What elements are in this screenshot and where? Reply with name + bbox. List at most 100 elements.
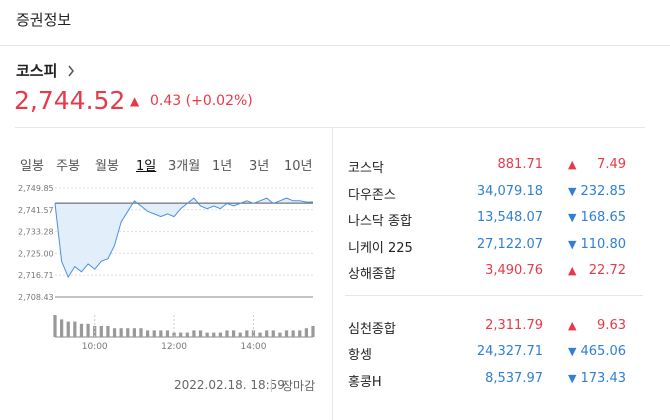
row-change: 22.72: [588, 263, 626, 278]
index-change: 0.43 (+0.02%): [150, 93, 253, 109]
tab[interactable]: 주봉: [56, 159, 80, 174]
volume-bar: [132, 328, 136, 337]
row-price: 8,537.97: [485, 370, 543, 386]
volume-bar: [159, 330, 163, 337]
y-tick-label: 2,741.57: [18, 206, 54, 215]
row-arrow: ▼: [568, 184, 577, 198]
chevron: [68, 65, 74, 77]
volume-bar: [66, 321, 70, 337]
volume-bar: [179, 332, 183, 337]
volume-bar: [265, 330, 269, 337]
row-change: 9.63: [597, 317, 626, 333]
volume-bar: [99, 326, 103, 337]
tab[interactable]: 1일: [136, 159, 157, 174]
row-change: 7.49: [597, 157, 626, 172]
row-arrow: ▲: [568, 158, 577, 171]
row-name[interactable]: 홍콩H: [348, 374, 382, 390]
x-tick-label: 14:00: [240, 342, 266, 352]
volume-bar: [146, 330, 150, 337]
volume-bar: [106, 326, 110, 337]
row-price: 34,079.18: [476, 183, 543, 199]
volume-bar: [192, 330, 196, 337]
volume-bar: [152, 330, 156, 337]
volume-bar: [311, 326, 315, 337]
volume-bar: [185, 332, 189, 337]
row-arrow: ▲: [568, 264, 577, 277]
volume-bar: [284, 330, 289, 337]
tab[interactable]: 3년: [249, 159, 270, 174]
tab[interactable]: 일봉: [20, 159, 44, 174]
index-name[interactable]: 코스피: [16, 62, 58, 80]
row-name[interactable]: 상해종합: [348, 267, 396, 282]
volume-bar: [119, 328, 123, 337]
row-arrow: ▼: [568, 345, 577, 358]
volume-bar: [53, 315, 57, 337]
volume-bar: [60, 319, 64, 337]
volume-bar: [271, 330, 275, 337]
row-name[interactable]: 다우존스: [348, 187, 396, 203]
volume-bar: [172, 332, 176, 337]
y-tick-label: 2,725.00: [18, 249, 54, 258]
volume-bar: [258, 332, 262, 337]
volume-bar: [205, 332, 209, 337]
volume-bar: [198, 330, 203, 337]
x-tick-label: 10:00: [82, 342, 108, 352]
volume-bar: [165, 330, 170, 337]
row-name[interactable]: 코스닥: [348, 161, 384, 176]
header-title: 증권정보: [16, 11, 72, 29]
row-price: 881.71: [497, 157, 544, 172]
volume-bar: [126, 328, 130, 337]
separator: [271, 379, 272, 392]
row-name[interactable]: 심천종합: [348, 321, 396, 337]
row-change: 110.80: [580, 236, 627, 252]
area: [55, 198, 313, 278]
volume-bar: [278, 332, 282, 337]
y-tick-label: 2,733.28: [18, 228, 54, 237]
tab[interactable]: 3개월: [168, 159, 201, 174]
row-price: 13,548.07: [476, 210, 543, 225]
volume-bar: [86, 323, 90, 337]
volume-bar: [304, 328, 308, 337]
row-change: 465.06: [580, 344, 627, 359]
divider: [15, 127, 645, 128]
row-name[interactable]: 나스닥 종합: [348, 214, 412, 229]
index-arrow: ▲: [130, 94, 140, 108]
divider: [345, 295, 643, 296]
tab[interactable]: 월봉: [95, 159, 119, 174]
volume-bar: [298, 330, 302, 337]
volume-bar: [218, 332, 222, 337]
row-name[interactable]: 니케이 225: [348, 240, 413, 256]
row-change: 173.43: [580, 370, 627, 386]
volume-bar: [291, 330, 295, 337]
row-price: 2,311.79: [485, 317, 543, 333]
row-price: 24,327.71: [476, 344, 543, 359]
row-price: 3,490.76: [485, 263, 543, 278]
volume-bar: [139, 328, 143, 337]
row-price: 27,122.07: [476, 236, 543, 252]
row-change: 232.85: [580, 183, 627, 199]
row-arrow: ▲: [568, 318, 577, 332]
volume-bar: [251, 330, 256, 337]
volume-bar: [73, 321, 77, 337]
x-tick-label: 12:00: [161, 342, 187, 352]
tab[interactable]: 1년: [212, 159, 233, 174]
tab[interactable]: 10년: [284, 159, 313, 174]
row-name[interactable]: 항셍: [348, 348, 372, 363]
divider: [332, 127, 333, 420]
volume-bar: [245, 330, 249, 337]
row-arrow: ▼: [568, 371, 577, 385]
volume-bar: [238, 332, 242, 337]
row-arrow: ▼: [568, 211, 577, 224]
chart: 2,749.85 2,741.57 2,733.28 2,725.00 2,716.71…: [18, 184, 315, 352]
volume-bar: [225, 330, 229, 337]
footer-status: 장마감: [282, 379, 316, 393]
y-tick-label: 2,716.71: [18, 271, 54, 280]
volume-bar: [212, 332, 216, 337]
index-price: 2,744.52: [14, 86, 126, 115]
divider: [0, 45, 670, 46]
row-change: 168.65: [580, 210, 627, 225]
y-tick-label: 2,708.43: [18, 293, 54, 302]
volume-bar: [112, 328, 117, 337]
price-line: [54, 197, 314, 279]
